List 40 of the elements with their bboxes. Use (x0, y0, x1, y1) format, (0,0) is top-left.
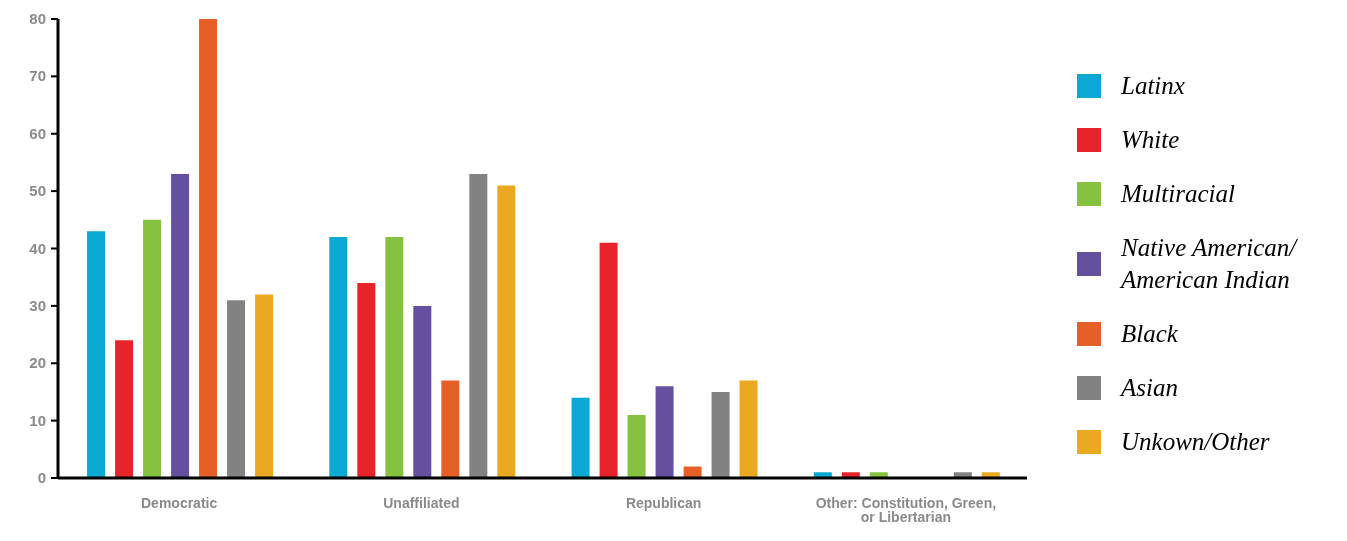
y-tick-label: 30 (29, 296, 46, 314)
x-tick-label: Republican (625, 494, 702, 511)
x-tick-label: Other: Constitution, Green, or Libertarian (815, 494, 997, 525)
y-tick-label: 40 (29, 239, 46, 257)
bar (571, 397, 590, 478)
bar (599, 242, 618, 478)
y-tick-label: 20 (29, 354, 46, 372)
legend-label: Black (1121, 318, 1179, 349)
legend-label: Latinx (1121, 70, 1186, 101)
bar (739, 380, 758, 478)
bar (115, 340, 134, 478)
bar (87, 231, 106, 478)
y-tick-label: 80 (29, 10, 46, 27)
bar (627, 414, 646, 478)
bar (171, 173, 190, 478)
bar (469, 173, 488, 478)
bar (497, 185, 516, 478)
y-tick-label: 50 (29, 182, 46, 200)
bar (357, 282, 376, 478)
bar (441, 380, 460, 478)
legend-label: Native American/ American Indian (1121, 232, 1299, 295)
x-tick-label: Democratic (140, 494, 218, 511)
legend-label: Unkown/Other (1121, 426, 1271, 457)
bar (655, 386, 674, 478)
bar (385, 237, 404, 478)
bar (413, 305, 432, 478)
y-tick-label: 70 (29, 67, 46, 85)
bar (329, 237, 348, 478)
bar (711, 391, 730, 478)
y-tick-label: 0 (37, 469, 46, 486)
bar (255, 294, 274, 478)
legend-label: White (1121, 124, 1181, 155)
legend-label: Asian (1121, 372, 1179, 403)
bar (199, 19, 218, 478)
y-tick-label: 10 (29, 411, 46, 429)
x-tick-label: Unaffiliated (383, 494, 460, 511)
bar (227, 300, 246, 478)
bar (143, 219, 162, 478)
y-tick-label: 60 (29, 124, 46, 142)
legend-label: Multiracial (1121, 178, 1236, 209)
